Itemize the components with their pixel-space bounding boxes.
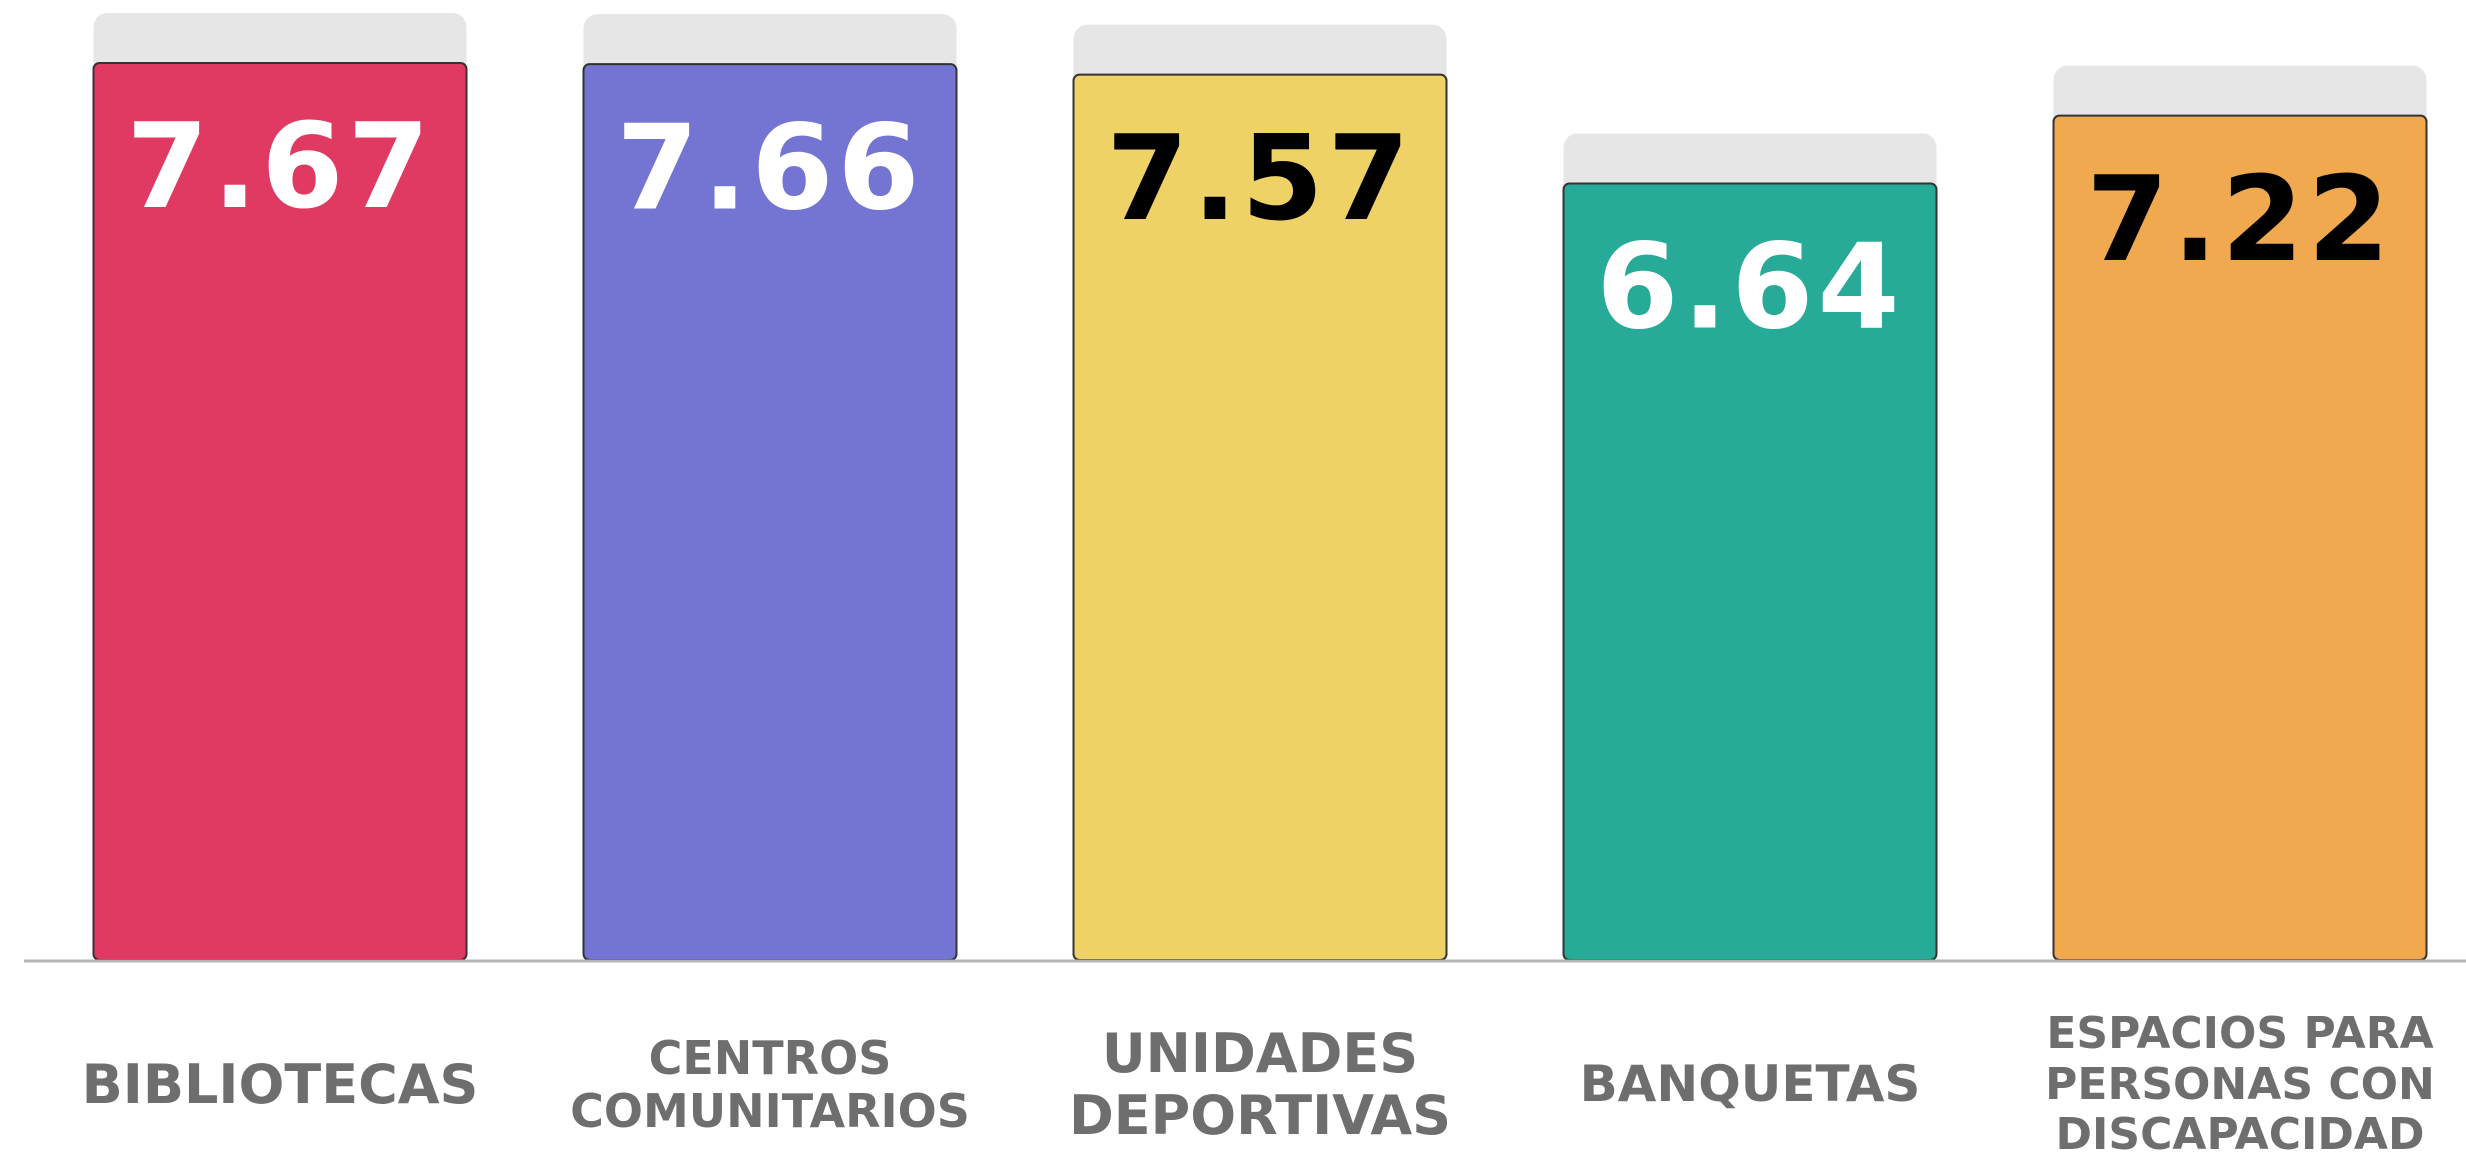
- chart: 7.67 7.66 7.57 6.64 7.22: [24, 12, 2466, 963]
- x-tick-label: ESPACIOS PARA PERSONAS CON DISCAPACIDAD: [2045, 1008, 2435, 1161]
- x-tick-label: CENTROS COMUNITARIOS: [570, 1031, 970, 1138]
- x-tick-label: BIBLIOTECAS: [81, 1052, 479, 1116]
- x-tick-label: UNIDADES DEPORTIVAS: [1068, 1021, 1452, 1147]
- x-tick-label: BANQUETAS: [1579, 1055, 1921, 1114]
- value-label: 7.22: [2086, 150, 2393, 288]
- value-label: 7.67: [126, 97, 433, 235]
- value-label: 7.57: [1106, 109, 1413, 247]
- value-label: 7.66: [616, 98, 923, 236]
- value-label: 6.64: [1596, 218, 1903, 356]
